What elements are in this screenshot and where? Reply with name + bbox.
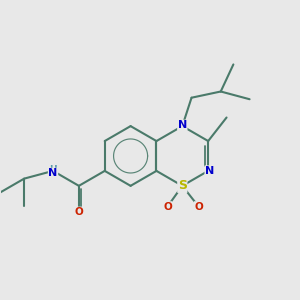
Text: H: H (49, 165, 57, 174)
Text: O: O (163, 202, 172, 212)
Text: N: N (178, 120, 187, 130)
Text: N: N (48, 168, 58, 178)
Text: O: O (74, 207, 83, 217)
Text: N: N (205, 166, 214, 176)
Text: S: S (178, 179, 187, 192)
Text: O: O (194, 202, 203, 212)
